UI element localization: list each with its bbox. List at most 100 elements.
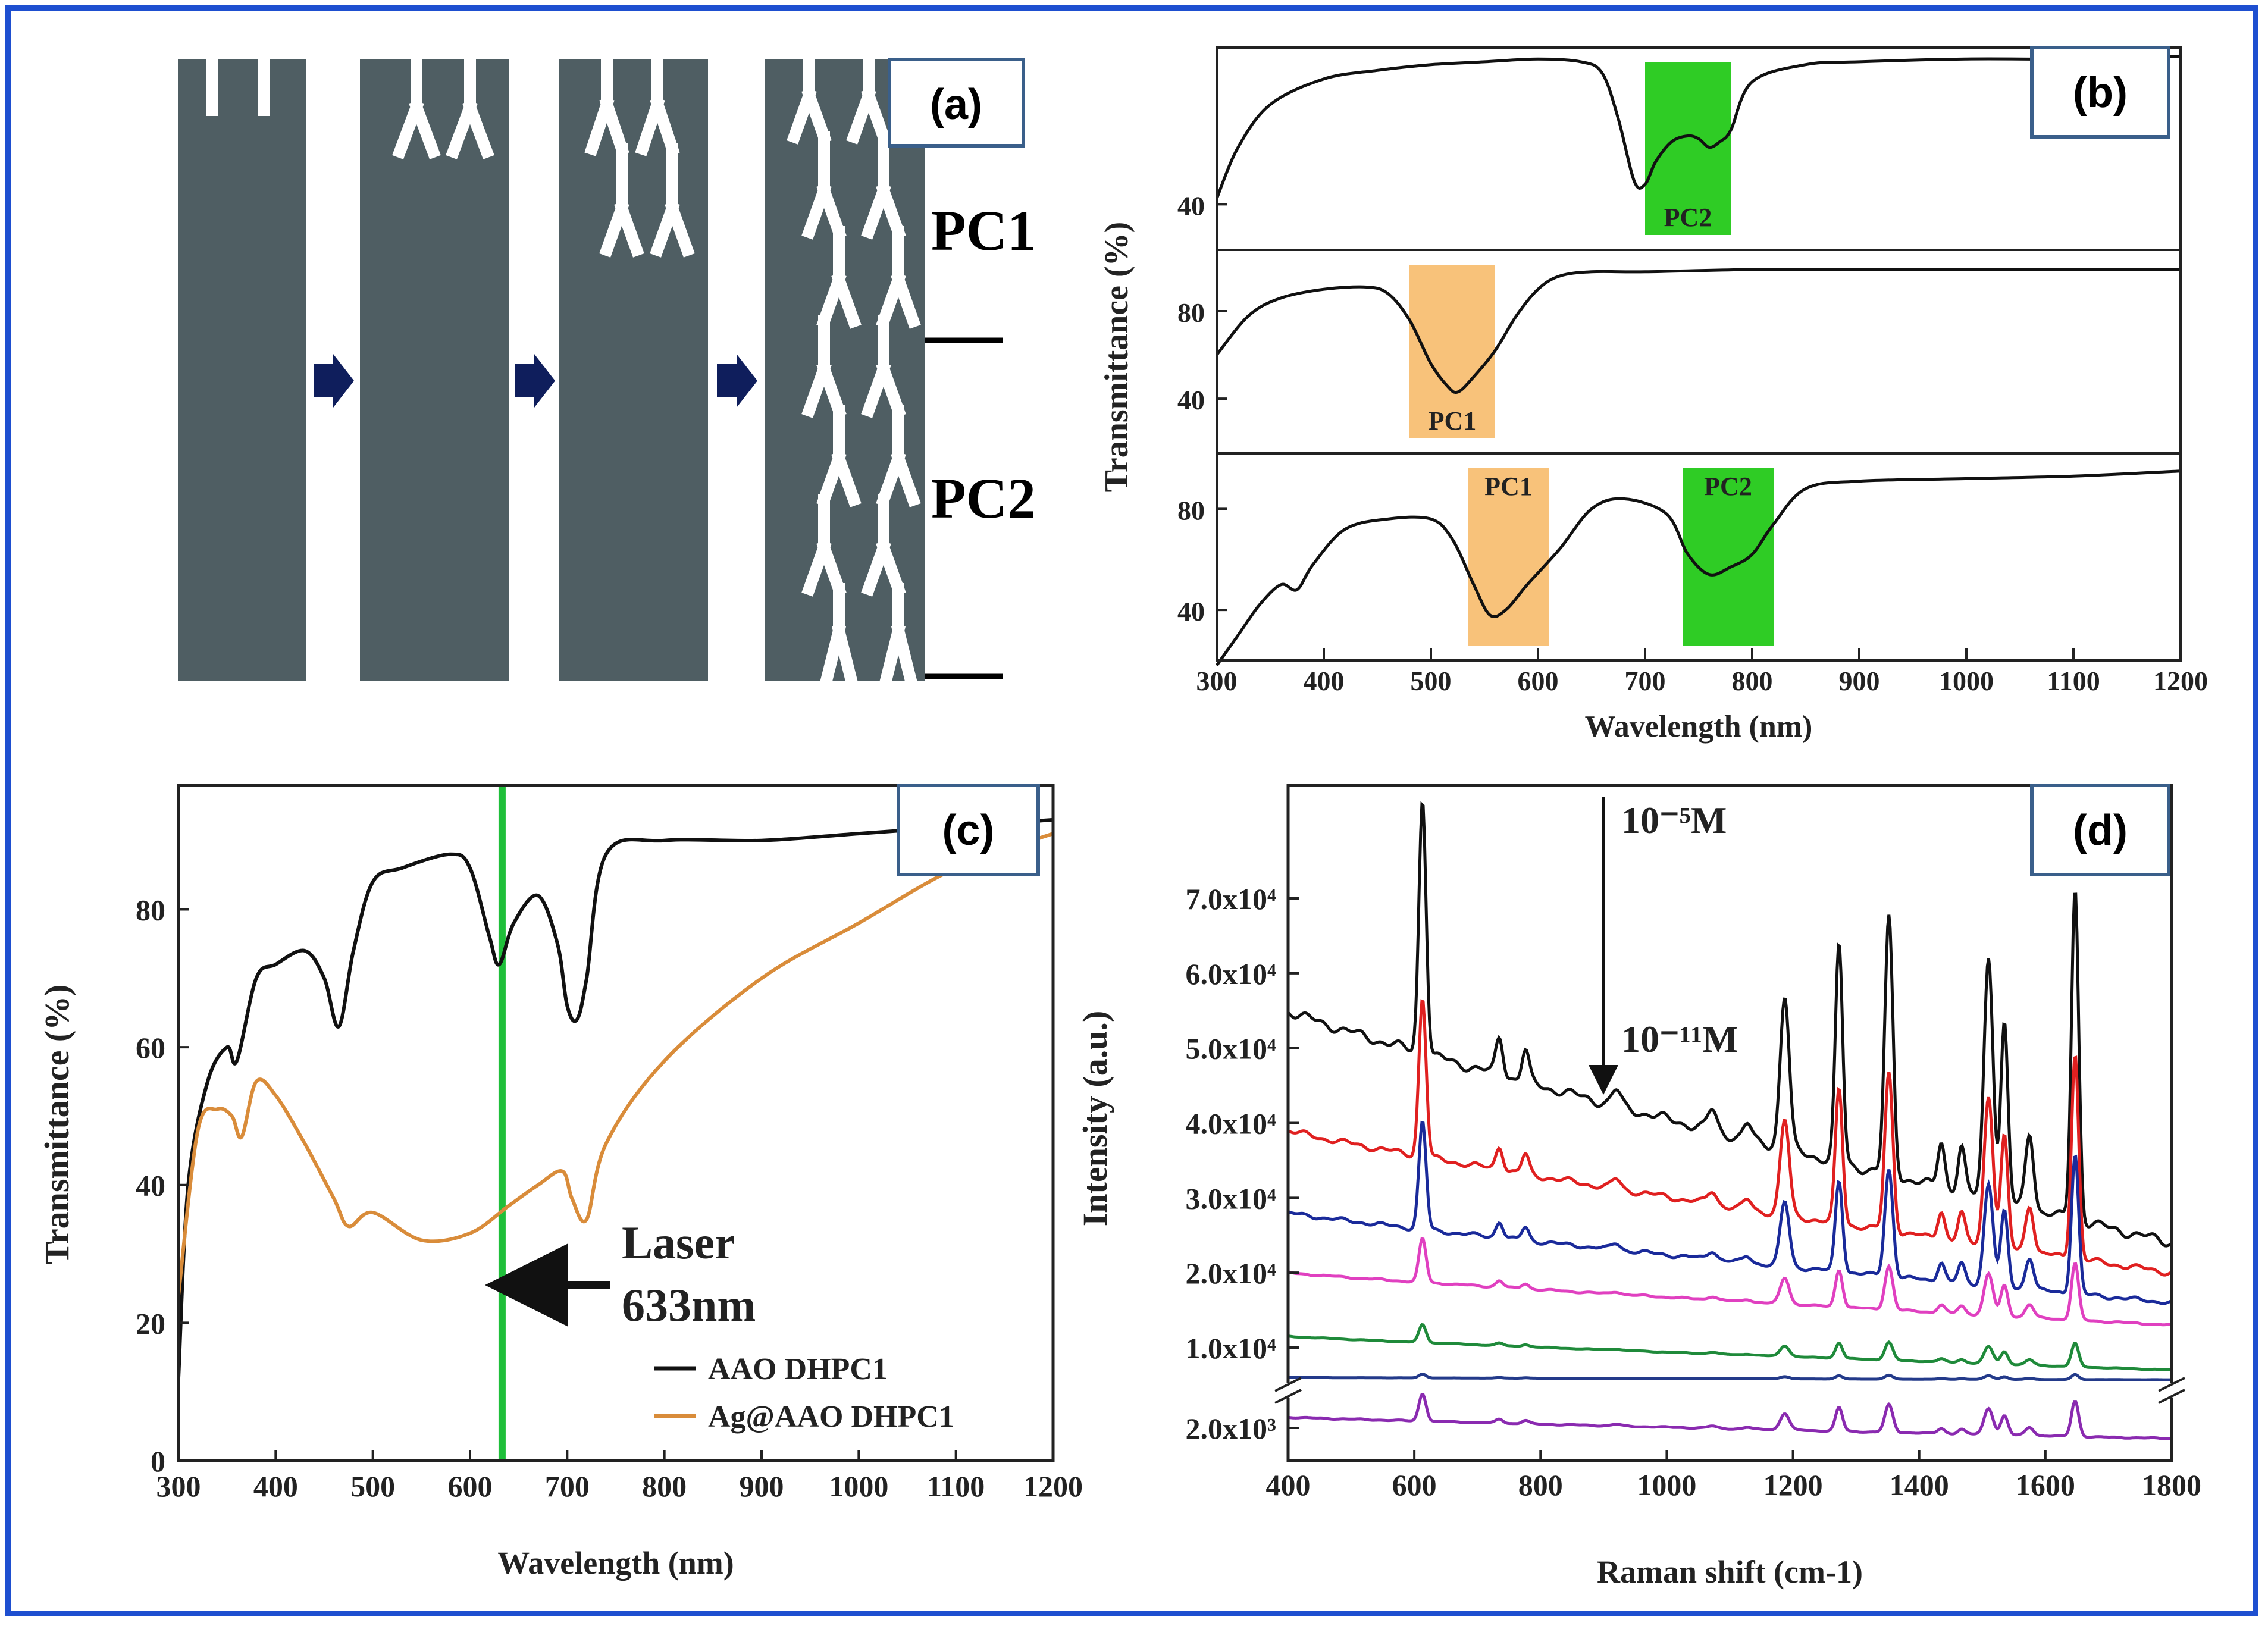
transmittance-curve-1	[1215, 54, 2181, 199]
x-tick-label: 700	[1625, 666, 1666, 696]
x-tick-label: 800	[1518, 1468, 1563, 1502]
y-tick-label: 20	[136, 1307, 165, 1340]
arrow-right-icon	[515, 354, 555, 408]
band-label-pc1: PC1	[1429, 406, 1477, 436]
x-tick-label: 400	[1266, 1468, 1311, 1502]
y-axis-label: Transmittance (%)	[1098, 222, 1135, 493]
panel-d-chart: 400 600 800 1000 1200 1400 1600 1800 2.0x10³ 1.0x…	[1076, 784, 2201, 1590]
y-tick-label: 40	[1177, 190, 1205, 221]
pore-channels	[206, 54, 921, 686]
raman-spectrum-5	[1288, 1373, 2172, 1381]
y-tick-label: 4.0x10⁴	[1186, 1107, 1277, 1141]
y-tick-label: 80	[136, 893, 165, 926]
x-tick-label: 1200	[1763, 1468, 1823, 1502]
arrow-right-icon	[717, 354, 757, 408]
pc1-label: PC1	[931, 199, 1036, 262]
x-tick-label: 1600	[2016, 1468, 2075, 1502]
x-tick-label: 500	[1411, 666, 1452, 696]
raman-spectrum-3	[1288, 1237, 2172, 1327]
legend-label-ag: Ag@AAO DHPC1	[708, 1400, 954, 1434]
x-tick-label: 1400	[1890, 1468, 1949, 1502]
legend-label-aao: AAO DHPC1	[708, 1352, 888, 1386]
x-tick-label: 300	[156, 1470, 201, 1503]
x-tick-label: 300	[1196, 666, 1238, 696]
y-tick-label: 7.0x10⁴	[1186, 882, 1277, 916]
raman-spectrum-1	[1287, 999, 2173, 1277]
panel-a-tag-box	[888, 58, 1025, 148]
x-tick-label: 600	[1392, 1468, 1437, 1502]
y-axis-label: Transmittance (%)	[37, 985, 76, 1265]
panel-b-chart: PC2 40 PC1 80 40 PC1 PC2 80 40 300 400 500 600 700 800…	[1098, 46, 2208, 744]
x-tick-label: 400	[253, 1470, 298, 1503]
x-tick-label: 800	[642, 1470, 687, 1503]
y-tick-label: 5.0x10⁴	[1186, 1032, 1277, 1066]
raman-spectrum-6	[1288, 1392, 2172, 1440]
y-tick-label: 2.0x10³	[1186, 1412, 1277, 1445]
x-tick-label: 1200	[1023, 1470, 1083, 1503]
x-tick-label: 900	[740, 1470, 784, 1503]
y-axis-label: Intensity (a.u.)	[1076, 1011, 1114, 1227]
band-pc1	[1468, 468, 1549, 646]
x-tick-label: 900	[1839, 666, 1880, 696]
axis-break-mark	[2158, 1377, 2185, 1392]
axis-break-mark	[1274, 1389, 1302, 1404]
panel-a-schematic: PC1 PC2 (a)	[178, 54, 1036, 686]
y-tick-label: 2.0x10⁴	[1186, 1257, 1277, 1290]
axis-break-mark	[2158, 1389, 2185, 1404]
x-tick-label: 800	[1732, 666, 1773, 696]
x-axis-label: Wavelength (nm)	[1585, 710, 1813, 744]
plot-frame	[177, 784, 1055, 1462]
panel-d-tag: (d)	[2073, 807, 2128, 854]
raman-spectrum-2	[1288, 1120, 2172, 1305]
laser-label: Laser	[622, 1217, 735, 1268]
x-tick-label: 600	[448, 1470, 493, 1503]
bottom-concentration-label: 10⁻¹¹M	[1621, 1018, 1738, 1060]
raman-spectrum-0	[1287, 801, 2172, 1248]
aao-slab-2	[360, 59, 509, 681]
y-tick-label: 40	[136, 1169, 165, 1202]
series-aao-dhpc1	[177, 817, 1054, 1379]
band-label-pc1: PC1	[1484, 472, 1533, 501]
x-tick-label: 1000	[1939, 666, 1994, 696]
x-tick-label: 1000	[1637, 1468, 1696, 1502]
series-ag-aao-dhpc1	[177, 832, 1054, 1296]
y-tick-label: 1.0x10⁴	[1186, 1331, 1277, 1365]
transmittance-curve-3	[1215, 469, 2181, 666]
y-tick-label: 40	[1177, 385, 1205, 415]
subplot-frame-2	[1216, 249, 2182, 455]
aao-slab-3	[559, 59, 708, 681]
panel-d-tag-box	[2030, 784, 2170, 876]
y-tick-label: 0	[151, 1445, 165, 1478]
x-axis-label: Raman shift (cm-1)	[1597, 1554, 1863, 1590]
process-arrows	[314, 354, 757, 408]
y-tick-label: 40	[1177, 596, 1205, 626]
x-tick-label: 500	[350, 1470, 395, 1503]
x-tick-label: 700	[545, 1470, 590, 1503]
pc2-label: PC2	[931, 466, 1036, 530]
x-tick-label: 1000	[829, 1470, 888, 1503]
band-pc2	[1683, 468, 1774, 646]
panel-c-chart: 300 400 500 600 700 800 900 1000 1100 1200 0 20 40 60…	[37, 784, 1083, 1581]
laser-wavelength-label: 633nm	[622, 1279, 756, 1331]
band-label-pc2: PC2	[1664, 203, 1712, 232]
x-tick-label: 1200	[2153, 666, 2208, 696]
panel-b-tag: (b)	[2073, 69, 2128, 117]
axis-break-mark	[1274, 1377, 1302, 1392]
arrow-right-icon	[314, 354, 354, 408]
panel-c-tag-box	[897, 784, 1040, 876]
y-tick-label: 3.0x10⁴	[1186, 1182, 1277, 1215]
panel-b-tag-box	[2030, 46, 2170, 139]
y-tick-label: 6.0x10⁴	[1186, 957, 1277, 991]
band-label-pc2: PC2	[1704, 472, 1752, 501]
y-tick-label: 80	[1177, 297, 1205, 328]
x-tick-label: 1100	[2047, 666, 2100, 696]
x-tick-label: 1100	[927, 1470, 985, 1503]
band-pc2	[1645, 62, 1731, 235]
subplot-frame-3	[1216, 452, 2182, 662]
panel-c-tag: (c)	[942, 807, 995, 854]
aao-slab-1	[178, 59, 306, 681]
transmittance-curve-2	[1216, 268, 2181, 394]
x-axis-label: Wavelength (nm)	[497, 1545, 734, 1581]
x-tick-label: 1800	[2142, 1468, 2201, 1502]
